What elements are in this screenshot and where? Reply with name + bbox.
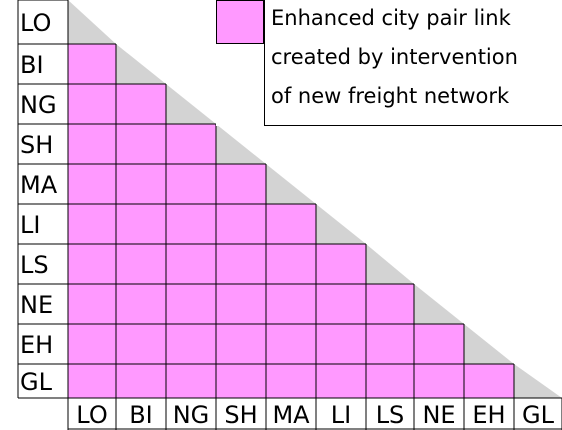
cell-eh-ng	[166, 324, 216, 364]
cell-gl-sh	[216, 364, 266, 398]
cell-eh-bi	[116, 324, 166, 364]
cell-ls-li	[316, 244, 366, 284]
column-label-gl: GL	[522, 401, 555, 429]
cell-ls-ng	[166, 244, 216, 284]
cell-gl-eh	[464, 364, 514, 398]
cell-gl-lo	[68, 364, 116, 398]
cell-ls-lo	[68, 244, 116, 284]
legend-line-2: created by intervention	[271, 45, 518, 69]
column-labels: LO BI NG SH MA LI LS NE EH GL	[76, 401, 554, 429]
diagonal-ne	[414, 284, 464, 324]
column-label-sh: SH	[224, 401, 257, 429]
cell-eh-sh	[216, 324, 266, 364]
cell-ne-ls	[366, 284, 414, 324]
cell-sh-ng	[166, 124, 216, 164]
diagonal-li	[316, 204, 366, 244]
row-labels: LO BI NG SH MA LI LS NE EH GL	[20, 9, 58, 396]
diagonal-ng	[166, 84, 216, 124]
cell-sh-bi	[116, 124, 166, 164]
column-label-ne: NE	[422, 401, 455, 429]
diagonal-ma	[266, 164, 316, 204]
cell-gl-ng	[166, 364, 216, 398]
cell-eh-li	[316, 324, 366, 364]
legend-line-1: Enhanced city pair link	[271, 6, 511, 30]
row-label-ng: NG	[20, 91, 57, 119]
cell-gl-ne	[414, 364, 464, 398]
cell-li-ng	[166, 204, 216, 244]
row-label-bi: BI	[20, 51, 44, 79]
cell-ng-lo	[68, 84, 116, 124]
cell-ma-bi	[116, 164, 166, 204]
row-label-ma: MA	[20, 171, 58, 199]
row-label-eh: EH	[20, 331, 53, 359]
cell-sh-lo	[68, 124, 116, 164]
diagonal-sh	[216, 124, 266, 164]
column-label-bi: BI	[129, 401, 153, 429]
cell-ne-ma	[266, 284, 316, 324]
row-label-ls: LS	[20, 251, 49, 279]
cell-eh-ls	[366, 324, 414, 364]
cell-ng-bi	[116, 84, 166, 124]
cell-ne-sh	[216, 284, 266, 324]
cell-ma-sh	[216, 164, 266, 204]
legend-swatch	[216, 0, 264, 44]
cell-bi-lo	[68, 44, 116, 84]
cell-ls-bi	[116, 244, 166, 284]
cell-gl-li	[316, 364, 366, 398]
row-label-li: LI	[20, 211, 40, 239]
cell-gl-ls	[366, 364, 414, 398]
cell-ls-sh	[216, 244, 266, 284]
cell-ne-bi	[116, 284, 166, 324]
diagonal-lo	[68, 0, 116, 44]
cell-gl-ma	[266, 364, 316, 398]
diagonal-eh	[464, 324, 514, 364]
column-label-li: LI	[331, 401, 351, 429]
matrix-cells	[68, 44, 514, 398]
diagonal-gl	[514, 364, 562, 398]
row-label-sh: SH	[20, 131, 53, 159]
cell-li-ma	[266, 204, 316, 244]
cell-ma-ng	[166, 164, 216, 204]
column-label-ma: MA	[272, 401, 310, 429]
cell-ma-lo	[68, 164, 116, 204]
cell-li-sh	[216, 204, 266, 244]
cell-eh-ma	[266, 324, 316, 364]
row-label-ne: NE	[20, 291, 53, 319]
matrix-diagonal	[68, 0, 562, 398]
cell-eh-lo	[68, 324, 116, 364]
cell-ne-li	[316, 284, 366, 324]
cell-ne-lo	[68, 284, 116, 324]
row-label-gl: GL	[20, 368, 53, 396]
cell-ls-ma	[266, 244, 316, 284]
column-label-ng: NG	[173, 401, 210, 429]
column-label-lo: LO	[76, 401, 107, 429]
cell-eh-ne	[414, 324, 464, 364]
cell-ne-ng	[166, 284, 216, 324]
column-label-eh: EH	[472, 401, 505, 429]
row-label-lo: LO	[20, 9, 51, 37]
cell-gl-bi	[116, 364, 166, 398]
cell-li-bi	[116, 204, 166, 244]
cell-li-lo	[68, 204, 116, 244]
legend-line-3: of new freight network	[271, 84, 510, 108]
column-label-ls: LS	[376, 401, 405, 429]
legend-text-box: Enhanced city pair link created by inter…	[264, 0, 562, 126]
diagonal-bi	[116, 44, 166, 84]
matrix-grid	[17, 0, 562, 430]
legend: Enhanced city pair link created by inter…	[216, 0, 562, 126]
diagonal-ls	[366, 244, 414, 284]
